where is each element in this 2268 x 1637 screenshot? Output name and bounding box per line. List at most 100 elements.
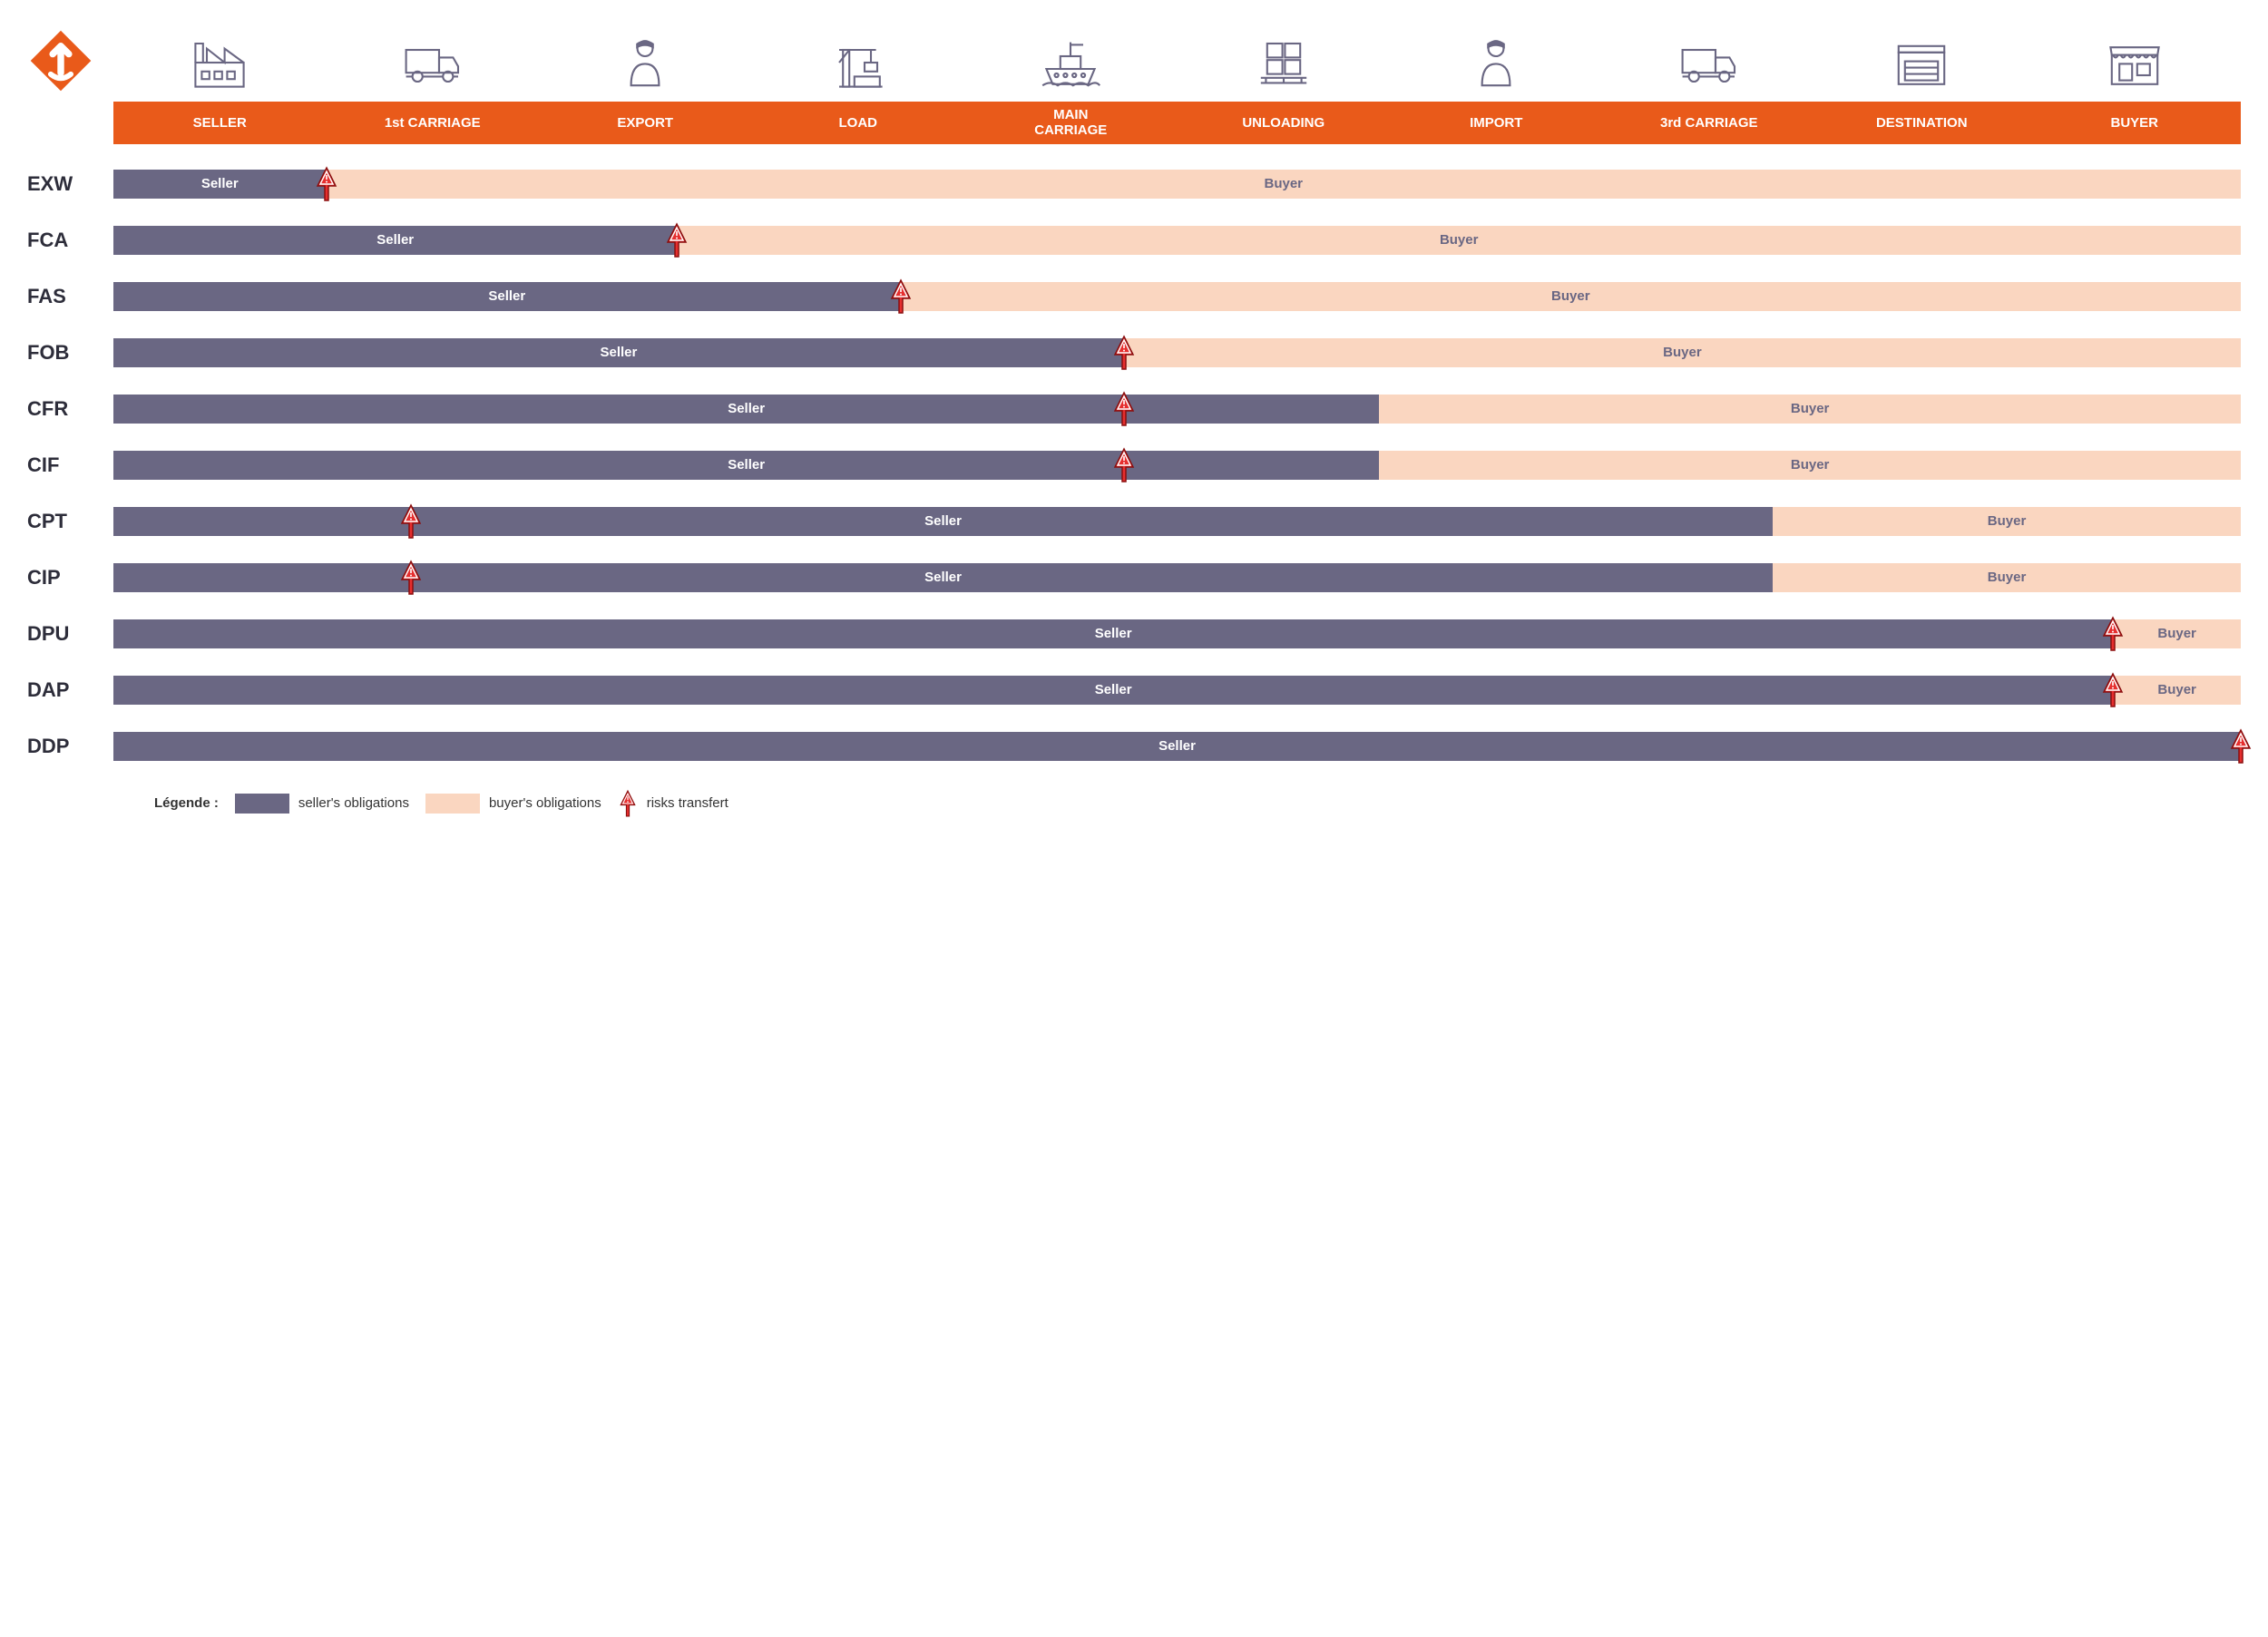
swatch-seller [235, 794, 289, 814]
buyer-segment: Buyer [2113, 619, 2241, 648]
pallets-icon [1252, 31, 1315, 94]
buyer-segment: Buyer [1379, 451, 2241, 480]
warehouse-icon [1890, 31, 1953, 94]
incoterms-diagram: SELLER 1st CARRIAGE EXPORT LOAD MAINCARR… [27, 27, 2241, 819]
stage-icon-load [752, 31, 965, 98]
incoterm-row-cpt: CPTSellerBuyer [27, 507, 2241, 536]
incoterm-row-dap: DAPSellerBuyer [27, 676, 2241, 705]
legend-risk: risks transfert [618, 788, 728, 819]
seller-segment: Seller [113, 282, 901, 311]
obligation-bar: SellerBuyer [113, 619, 2241, 648]
stage-icon-first-carriage [327, 31, 540, 98]
crane-icon [826, 31, 890, 94]
incoterm-code: FAS [27, 285, 113, 308]
legend-seller: seller's obligations [235, 794, 409, 814]
legend-seller-label: seller's obligations [298, 795, 409, 811]
truck-icon [401, 31, 464, 94]
incoterm-row-ddp: DDPSeller [27, 732, 2241, 761]
customs-officer-icon [613, 31, 677, 94]
stage-icon-export [539, 31, 752, 98]
seller-segment: Seller [113, 619, 2113, 648]
risk-transfer-icon [618, 788, 638, 819]
buyer-segment: Buyer [1773, 563, 2241, 592]
seller-segment: Seller [113, 395, 1379, 424]
incoterm-code: FOB [27, 341, 113, 365]
swatch-buyer [425, 794, 480, 814]
seller-segment: Seller [113, 226, 677, 255]
legend-title: Légende : [154, 795, 219, 811]
stage-header-bar: SELLER 1st CARRIAGE EXPORT LOAD MAINCARR… [27, 102, 2241, 144]
obligation-bar: SellerBuyer [113, 226, 2241, 255]
stage-icon-seller [113, 31, 327, 98]
stage-header-unloading: UNLOADING [1178, 102, 1391, 144]
incoterm-row-exw: EXWSellerBuyer [27, 170, 2241, 199]
stage-header-main-carriage: MAINCARRIAGE [964, 102, 1178, 144]
obligation-bar: SellerBuyer [113, 451, 2241, 480]
incoterm-code: CIP [27, 566, 113, 590]
seller-segment: Seller [113, 732, 2241, 761]
seller-segment: Seller [113, 507, 1773, 536]
buyer-segment: Buyer [677, 226, 2241, 255]
stage-icon-unloading [1178, 31, 1391, 98]
stage-icon-third-carriage [1603, 31, 1816, 98]
obligation-bar: SellerBuyer [113, 170, 2241, 199]
incoterm-code: FCA [27, 229, 113, 252]
incoterm-row-fob: FOBSellerBuyer [27, 338, 2241, 367]
incoterm-code: DPU [27, 622, 113, 646]
customs-officer-icon [1464, 31, 1528, 94]
factory-icon [188, 31, 251, 94]
incoterm-row-fas: FASSellerBuyer [27, 282, 2241, 311]
incoterm-code: CFR [27, 397, 113, 421]
stage-header-third-carriage: 3rd CARRIAGE [1603, 102, 1816, 144]
stage-header-destination: DESTINATION [1815, 102, 2028, 144]
ship-icon [1039, 31, 1102, 94]
incoterm-code: EXW [27, 172, 113, 196]
logo-icon [27, 27, 94, 94]
stage-icon-buyer [2028, 31, 2242, 98]
incoterm-code: DDP [27, 735, 113, 758]
stage-header-first-carriage: 1st CARRIAGE [327, 102, 540, 144]
store-icon [2103, 31, 2166, 94]
obligation-bar: SellerBuyer [113, 507, 2241, 536]
incoterm-code: CIF [27, 453, 113, 477]
buyer-segment: Buyer [1773, 507, 2241, 536]
obligation-bar: SellerBuyer [113, 563, 2241, 592]
incoterm-row-fca: FCASellerBuyer [27, 226, 2241, 255]
buyer-segment: Buyer [2113, 676, 2241, 705]
truck-icon [1677, 31, 1741, 94]
stage-header-load: LOAD [752, 102, 965, 144]
buyer-segment: Buyer [327, 170, 2242, 199]
obligation-bar: SellerBuyer [113, 676, 2241, 705]
incoterm-rows: EXWSellerBuyerFCASellerBuyerFASSellerBuy… [27, 170, 2241, 761]
buyer-segment: Buyer [1379, 395, 2241, 424]
brand-logo [27, 27, 113, 98]
buyer-segment: Buyer [901, 282, 2241, 311]
stage-icons-row [27, 27, 2241, 98]
incoterm-code: DAP [27, 678, 113, 702]
incoterm-row-dpu: DPUSellerBuyer [27, 619, 2241, 648]
spacer [27, 102, 113, 144]
seller-segment: Seller [113, 338, 1124, 367]
stage-header-seller: SELLER [113, 102, 327, 144]
obligation-bar: SellerBuyer [113, 282, 2241, 311]
obligation-bar: SellerBuyer [113, 395, 2241, 424]
incoterm-row-cip: CIPSellerBuyer [27, 563, 2241, 592]
stage-header-import: IMPORT [1390, 102, 1603, 144]
stage-header-buyer: BUYER [2028, 102, 2242, 144]
incoterm-code: CPT [27, 510, 113, 533]
stage-header-export: EXPORT [539, 102, 752, 144]
incoterm-row-cif: CIFSellerBuyer [27, 451, 2241, 480]
stage-icon-import [1390, 31, 1603, 98]
seller-segment: Seller [113, 676, 2113, 705]
legend-risk-label: risks transfert [647, 795, 728, 811]
incoterm-row-cfr: CFRSellerBuyer [27, 395, 2241, 424]
obligation-bar: SellerBuyer [113, 338, 2241, 367]
stage-icon-destination [1815, 31, 2028, 98]
legend: Légende : seller's obligations buyer's o… [154, 788, 2241, 819]
stage-icon-main-carriage [964, 31, 1178, 98]
obligation-bar: Seller [113, 732, 2241, 761]
seller-segment: Seller [113, 563, 1773, 592]
legend-buyer: buyer's obligations [425, 794, 601, 814]
seller-segment: Seller [113, 451, 1379, 480]
buyer-segment: Buyer [1124, 338, 2241, 367]
